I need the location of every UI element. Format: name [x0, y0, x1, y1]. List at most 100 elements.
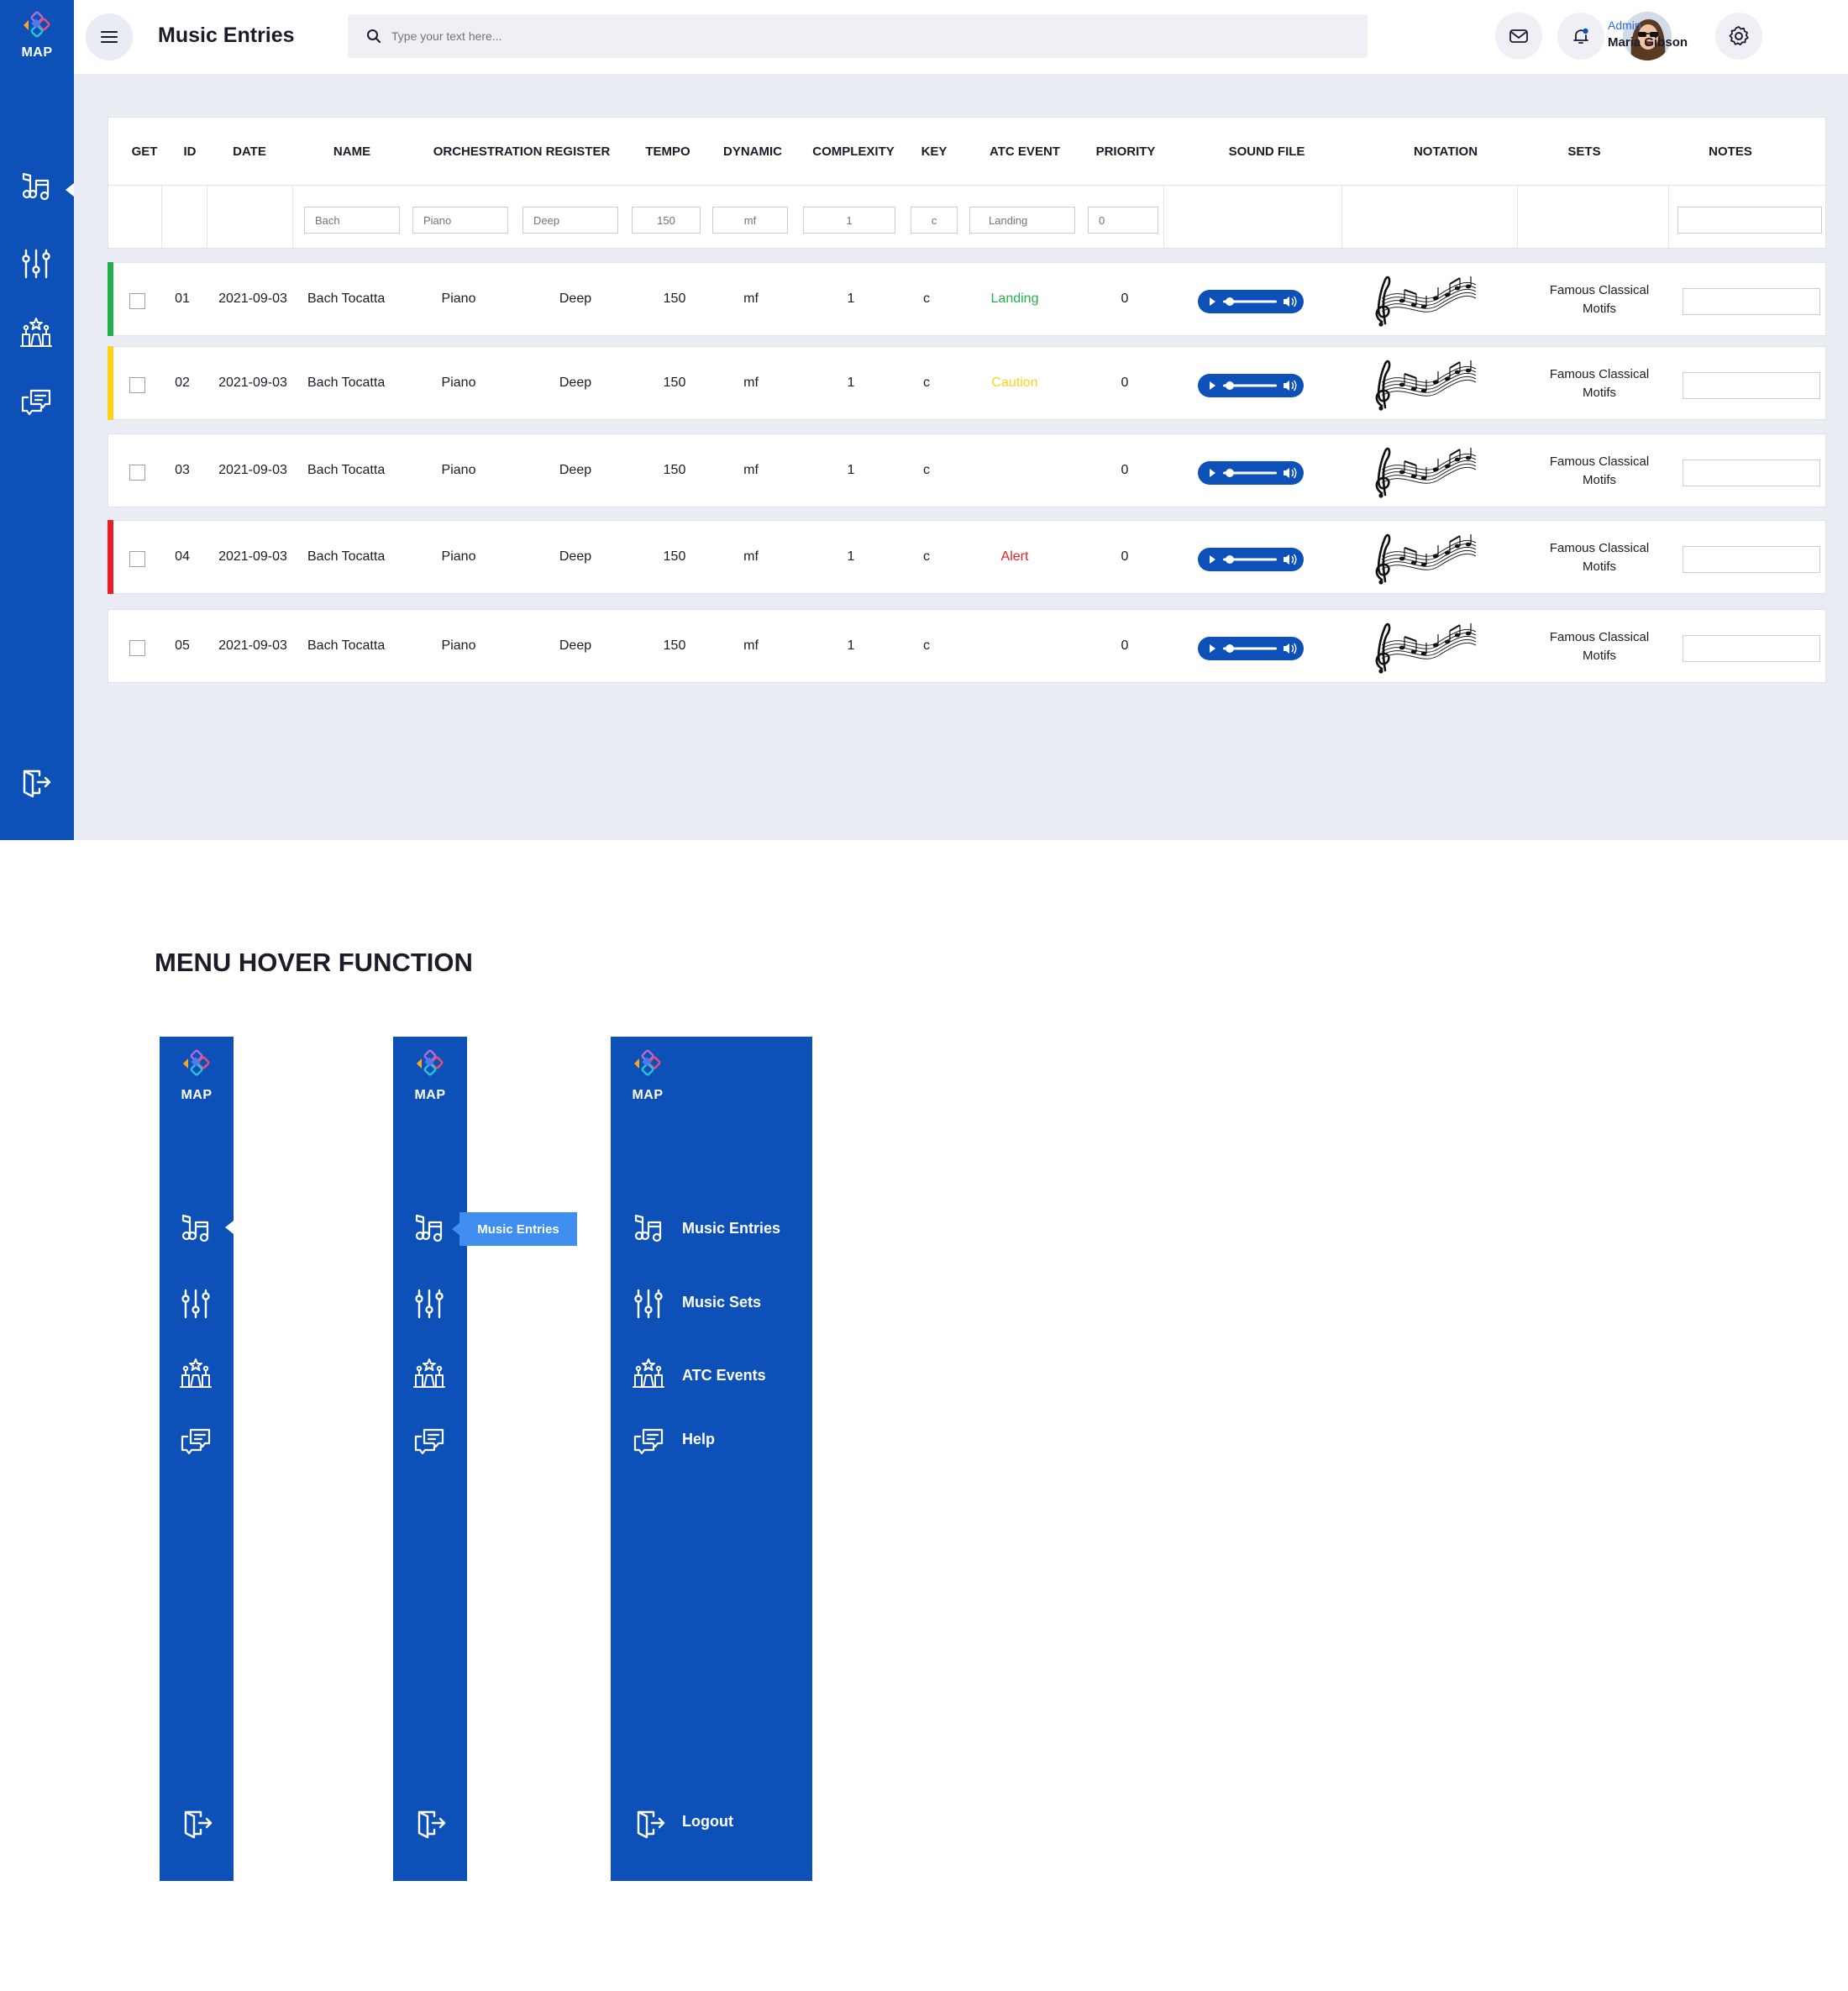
cell-id: 02	[175, 376, 190, 390]
menu-toggle-button[interactable]	[86, 13, 133, 60]
cell-name: Bach Tocatta	[307, 463, 386, 477]
filter-notes-input[interactable]	[1677, 207, 1822, 234]
row-select-checkbox[interactable]	[129, 293, 145, 309]
column-header-date[interactable]: DATE	[233, 144, 266, 159]
sidebar-item-music-sets[interactable]	[17, 244, 55, 283]
sliders-icon	[19, 247, 53, 281]
sidebar-label-music-sets[interactable]: Music Sets	[682, 1294, 762, 1311]
sidebar-item-music-entries[interactable]	[410, 1208, 449, 1247]
cell-tempo: 150	[663, 376, 686, 390]
filter-tempo-input[interactable]	[632, 207, 701, 234]
cell-priority: 0	[1121, 463, 1129, 477]
logo[interactable]: MAP	[611, 1048, 685, 1103]
search-input[interactable]	[391, 29, 1315, 43]
column-header-id[interactable]: ID	[183, 144, 197, 159]
logo[interactable]: MAP	[0, 10, 74, 60]
logo-text: MAP	[181, 1088, 213, 1102]
cell-key: c	[923, 376, 930, 390]
sidebar-label-music-entries[interactable]: Music Entries	[682, 1220, 781, 1237]
sidebar-item-logout[interactable]	[17, 764, 55, 803]
sidebar-label-help[interactable]: Help	[682, 1431, 716, 1447]
sidebar-item-help[interactable]	[17, 383, 55, 422]
audio-player[interactable]	[1198, 290, 1304, 313]
filter-complexity-input[interactable]	[803, 207, 895, 234]
hover-sidebar-example: MAP	[393, 1037, 467, 1881]
row-select-checkbox[interactable]	[129, 377, 145, 393]
column-header-complexity[interactable]: COMPLEXITY	[812, 144, 895, 159]
notes-input[interactable]	[1683, 546, 1820, 573]
mail-icon	[1509, 29, 1528, 43]
column-header-dynamic[interactable]: DYNAMIC	[723, 144, 782, 159]
notes-input[interactable]	[1683, 460, 1820, 486]
user-name: Maria Gibson	[1608, 35, 1688, 50]
expanded-sidebar-example: MAP Music Entries Music Sets ATC Events …	[611, 1037, 812, 1881]
cell-tempo: 150	[663, 638, 686, 653]
filter-priority-input[interactable]	[1088, 207, 1158, 234]
row-select-checkbox[interactable]	[129, 640, 145, 656]
music-sets-icon-wrap[interactable]	[629, 1284, 668, 1323]
column-header-key[interactable]: KEY	[921, 144, 948, 159]
logout-icon	[181, 1808, 214, 1841]
notifications-button[interactable]	[1557, 13, 1604, 60]
logo[interactable]: MAP	[160, 1048, 234, 1103]
notes-input[interactable]	[1683, 372, 1820, 399]
logout-icon-wrap[interactable]	[631, 1805, 669, 1844]
sidebar-item-logout[interactable]	[178, 1805, 217, 1844]
cell-complexity: 1	[847, 292, 855, 306]
column-header-get[interactable]: GET	[131, 144, 158, 159]
active-indicator	[66, 183, 74, 197]
column-header-name[interactable]: NAME	[333, 144, 371, 159]
column-header-atc-event[interactable]: ATC EVENT	[990, 144, 1060, 159]
sidebar-item-music-sets[interactable]	[176, 1284, 215, 1323]
sliders-icon	[179, 1287, 213, 1321]
filter-key-input[interactable]	[911, 207, 958, 234]
sets-line: Motifs	[1582, 559, 1616, 574]
cell-date: 2021-09-03	[218, 638, 287, 653]
filter-orchestration-input[interactable]	[412, 207, 508, 234]
sidebar-item-help[interactable]	[410, 1422, 449, 1461]
search-bar[interactable]	[348, 14, 1368, 58]
column-header-tempo[interactable]: TEMPO	[645, 144, 690, 159]
cell-sets: Famous Classical Motifs	[1532, 628, 1667, 665]
column-header-sets[interactable]: SETS	[1567, 144, 1601, 159]
audio-player[interactable]	[1198, 374, 1304, 397]
settings-button[interactable]	[1715, 13, 1762, 60]
column-header-notation[interactable]: NOTATION	[1413, 144, 1478, 159]
help-icon-wrap[interactable]	[629, 1422, 668, 1461]
audio-player[interactable]	[1198, 548, 1304, 571]
sidebar-item-atc-events[interactable]	[17, 313, 55, 352]
filter-atc-event-input[interactable]	[969, 207, 1075, 234]
row-select-checkbox[interactable]	[129, 465, 145, 481]
sidebar-item-atc-events[interactable]	[410, 1354, 449, 1393]
sidebar-item-logout[interactable]	[412, 1805, 450, 1844]
filter-register-input[interactable]	[522, 207, 618, 234]
sidebar-item-help[interactable]	[176, 1422, 215, 1461]
avatar[interactable]	[1623, 12, 1672, 60]
sidebar-item-music-sets[interactable]	[410, 1284, 449, 1323]
logo[interactable]: MAP	[393, 1048, 467, 1103]
sidebar-label-logout[interactable]: Logout	[682, 1813, 733, 1830]
notes-input[interactable]	[1683, 635, 1820, 662]
music-entries-icon-wrap[interactable]	[629, 1208, 668, 1247]
logo-text: MAP	[21, 45, 53, 60]
notes-input[interactable]	[1683, 288, 1820, 315]
row-select-checkbox[interactable]	[129, 551, 145, 567]
column-header-notes[interactable]: NOTES	[1709, 144, 1752, 159]
sidebar-item-music-entries[interactable]	[17, 166, 55, 205]
user-photo-icon	[1623, 12, 1672, 60]
sidebar-item-atc-events[interactable]	[176, 1354, 215, 1393]
cell-dynamic: mf	[743, 463, 759, 477]
chat-bubbles-icon	[412, 1425, 446, 1458]
filter-dynamic-input[interactable]	[712, 207, 788, 234]
filter-name-input[interactable]	[304, 207, 400, 234]
sidebar-item-music-entries[interactable]	[176, 1208, 215, 1247]
audio-player[interactable]	[1198, 637, 1304, 660]
column-header-priority[interactable]: PRIORITY	[1095, 144, 1156, 159]
chat-bubbles-icon	[19, 386, 53, 419]
atc-events-icon-wrap[interactable]	[629, 1354, 668, 1393]
column-header-sound-file[interactable]: SOUND FILE	[1228, 144, 1305, 159]
sidebar-label-atc-events[interactable]: ATC Events	[682, 1367, 766, 1384]
column-header-orchestration-register[interactable]: ORCHESTRATION REGISTER	[433, 144, 611, 159]
audio-player[interactable]	[1198, 461, 1304, 485]
messages-button[interactable]	[1495, 13, 1542, 60]
